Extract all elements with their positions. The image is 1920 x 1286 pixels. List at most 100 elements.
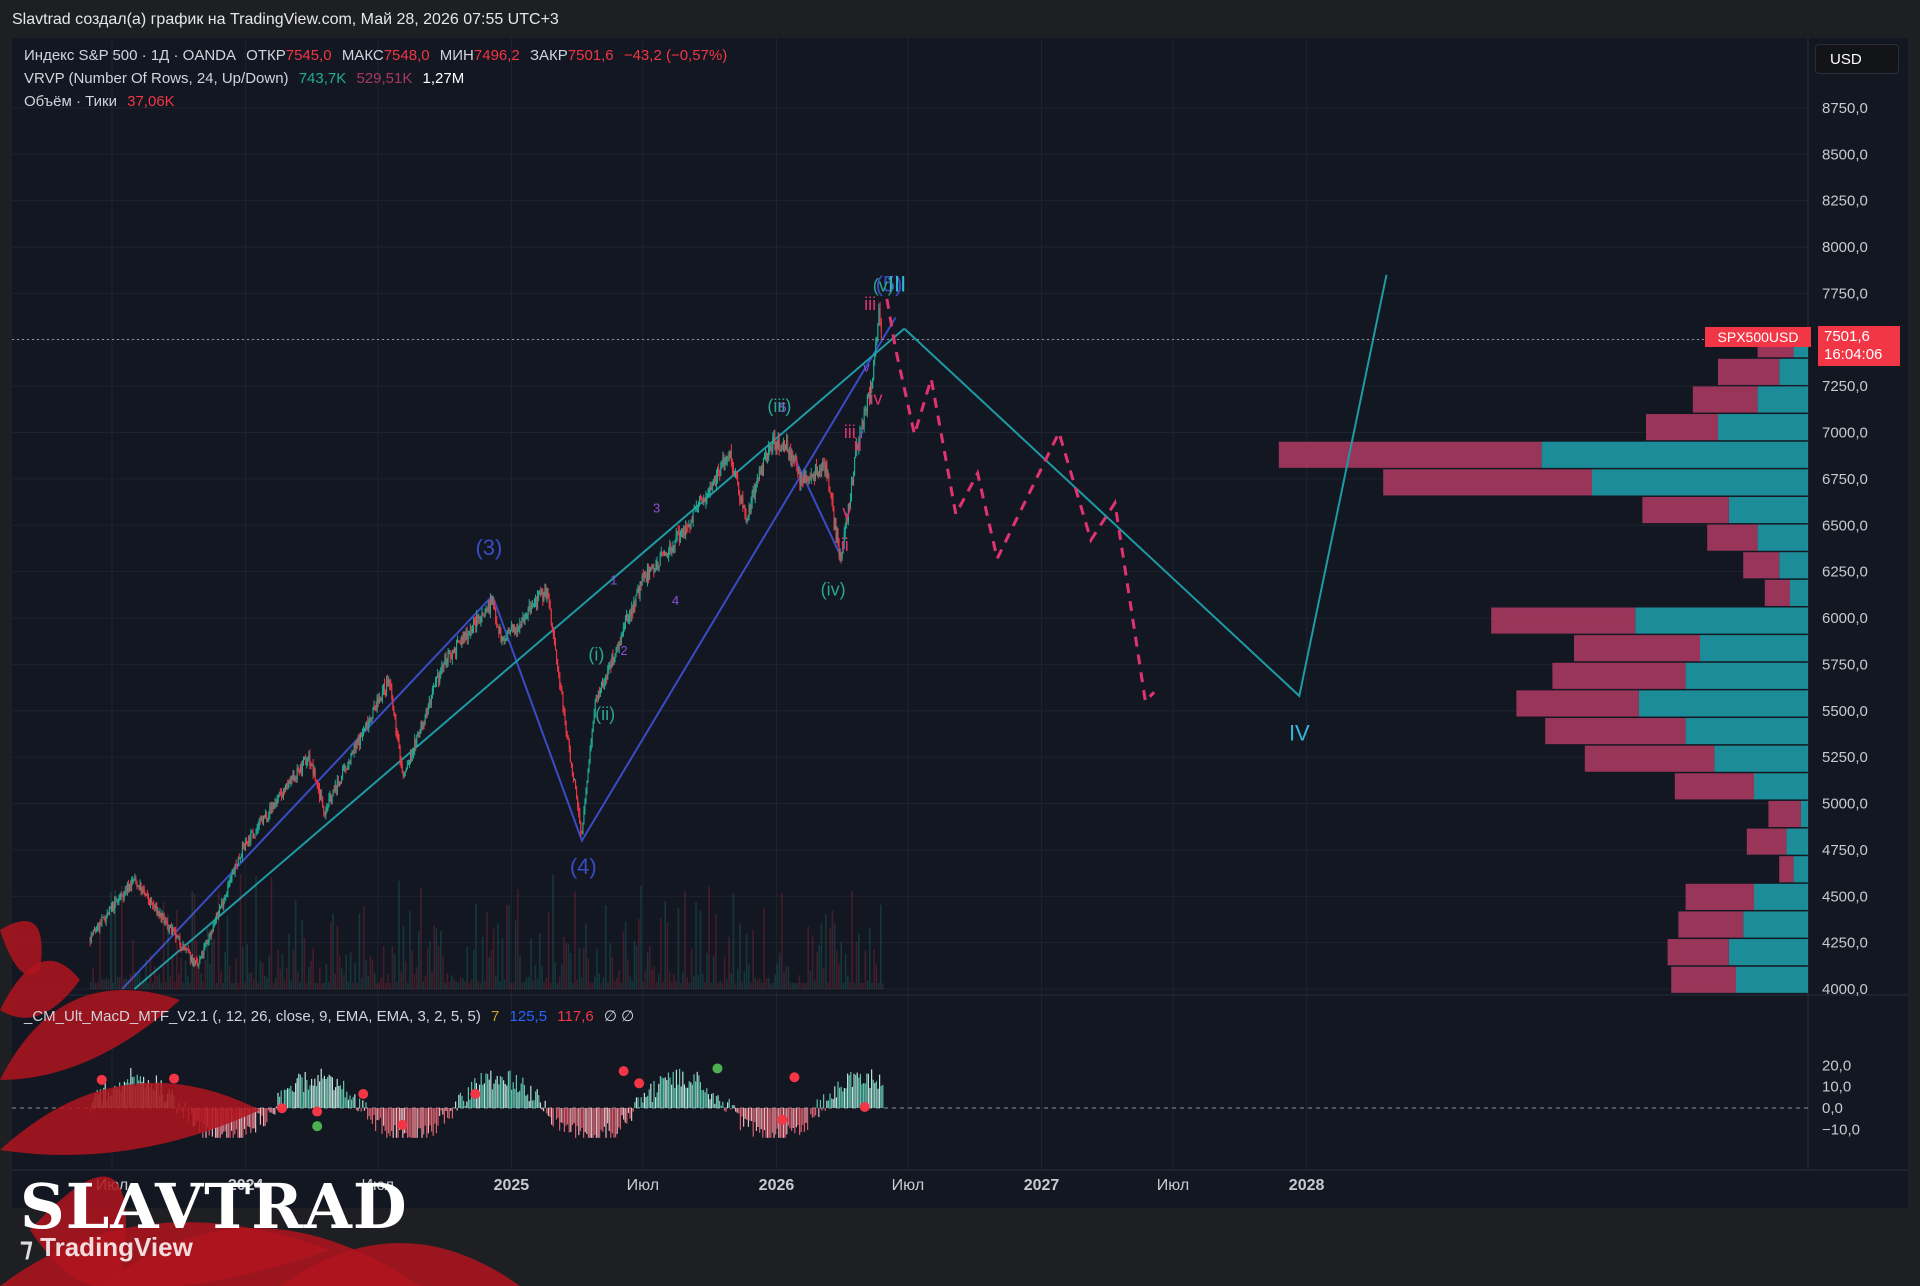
volume-bar [90, 981, 92, 989]
volume-bar [420, 887, 422, 989]
candle-body [227, 885, 229, 894]
candle-body [509, 630, 511, 633]
macd-histogram-bar [717, 1095, 719, 1108]
volume-bar [840, 942, 843, 989]
candle-body [391, 688, 393, 698]
candle-body [189, 952, 191, 961]
candle-body [323, 805, 325, 813]
time-tick-label: 2025 [494, 1177, 530, 1194]
price-tick-label: 5750,0 [1822, 656, 1868, 673]
candle-body [644, 571, 646, 577]
candle-body [231, 874, 233, 879]
volume-bar [149, 954, 152, 989]
volume-bar [484, 980, 486, 989]
volume-bar [638, 918, 640, 989]
candle-body [674, 540, 676, 548]
candle-body [863, 410, 865, 430]
candle-body [566, 731, 568, 737]
macd-histogram-bar [562, 1108, 564, 1124]
candle-body [186, 948, 188, 950]
legend-volume-label[interactable]: Объём · Тики [24, 93, 117, 110]
macd-histogram-bar [776, 1108, 778, 1129]
candle-body [383, 683, 385, 691]
volume-bar [268, 955, 271, 989]
candle-body [623, 624, 625, 627]
volume-bar [387, 974, 389, 989]
candle-body [91, 933, 93, 935]
candle-body [378, 698, 380, 704]
candle-body [297, 767, 299, 772]
macd-histogram-bar [568, 1108, 570, 1133]
macd-histogram-bar [736, 1108, 738, 1113]
macd-histogram-bar [347, 1099, 350, 1108]
candle-body [615, 648, 617, 655]
volume-bar [589, 982, 592, 989]
macd-histogram-bar [659, 1075, 662, 1108]
candle-body [719, 472, 721, 476]
wave-label: 5 [779, 400, 786, 415]
volume-bar [411, 950, 414, 989]
currency-button[interactable]: USD [1815, 44, 1899, 74]
wave-label: (5) [876, 272, 903, 297]
volume-bar [864, 950, 867, 989]
volume-bar [365, 960, 367, 989]
candle-body [557, 658, 559, 670]
volume-bar [396, 981, 398, 989]
candle-body [609, 664, 611, 666]
macd-histogram-bar [328, 1074, 330, 1108]
candle-body [624, 619, 626, 625]
macd-histogram-bar [675, 1069, 678, 1108]
macd-histogram-bar [842, 1091, 844, 1108]
macd-histogram-bar [495, 1079, 497, 1108]
candle-body [110, 907, 112, 910]
macd-histogram-bar [251, 1108, 254, 1129]
vrvp-down-bar [1674, 773, 1754, 800]
volume-bar [433, 925, 436, 989]
candle-body [531, 606, 533, 609]
macd-histogram-bar [864, 1083, 866, 1108]
volume-bar [169, 976, 172, 989]
volume-bar [297, 972, 299, 989]
vrvp-down-bar [1678, 911, 1744, 938]
volume-bar [187, 976, 189, 989]
volume-bar [787, 966, 790, 989]
candle-body [312, 764, 314, 775]
candle-body [377, 696, 379, 704]
volume-bar [627, 959, 629, 989]
candle-body [464, 632, 466, 637]
price-tick-label: 8750,0 [1822, 100, 1868, 117]
candle-body [687, 526, 689, 528]
candle-body [253, 835, 255, 837]
candle-body [97, 923, 99, 931]
volume-bar [290, 980, 293, 989]
candle-body [335, 785, 337, 793]
macd-histogram-bar [795, 1108, 798, 1128]
candle-body [802, 479, 804, 483]
volume-bar [635, 945, 638, 989]
candle-body [320, 794, 322, 798]
candle-body [355, 741, 357, 749]
candle-body [568, 738, 570, 747]
candle-body [742, 496, 744, 508]
volume-bar [481, 936, 484, 989]
macd-histogram-bar [819, 1099, 822, 1108]
legend-instrument[interactable]: Индекс S&P 500 · 1Д · OANDA [24, 47, 236, 64]
candle-body [541, 589, 543, 595]
volume-bar [585, 923, 587, 989]
candle-body [465, 632, 467, 637]
volume-bar [677, 908, 680, 989]
candle-body [446, 662, 448, 666]
candle-body [354, 745, 356, 749]
volume-bar [776, 963, 779, 989]
legend-vrvp-label[interactable]: VRVP (Number Of Rows, 24, Up/Down) [24, 70, 289, 87]
candle-body [680, 528, 682, 532]
macd-histogram-bar [429, 1108, 431, 1126]
macd-histogram-bar [594, 1108, 596, 1135]
candle-body [797, 468, 799, 475]
legend-macd-label[interactable]: _CM_Ult_MacD_MTF_V2.1 (, 12, 26, close, … [24, 1008, 481, 1025]
candle-body [486, 609, 488, 612]
volume-bar [770, 982, 772, 989]
candle-body [817, 473, 819, 475]
candle-body [174, 929, 176, 932]
